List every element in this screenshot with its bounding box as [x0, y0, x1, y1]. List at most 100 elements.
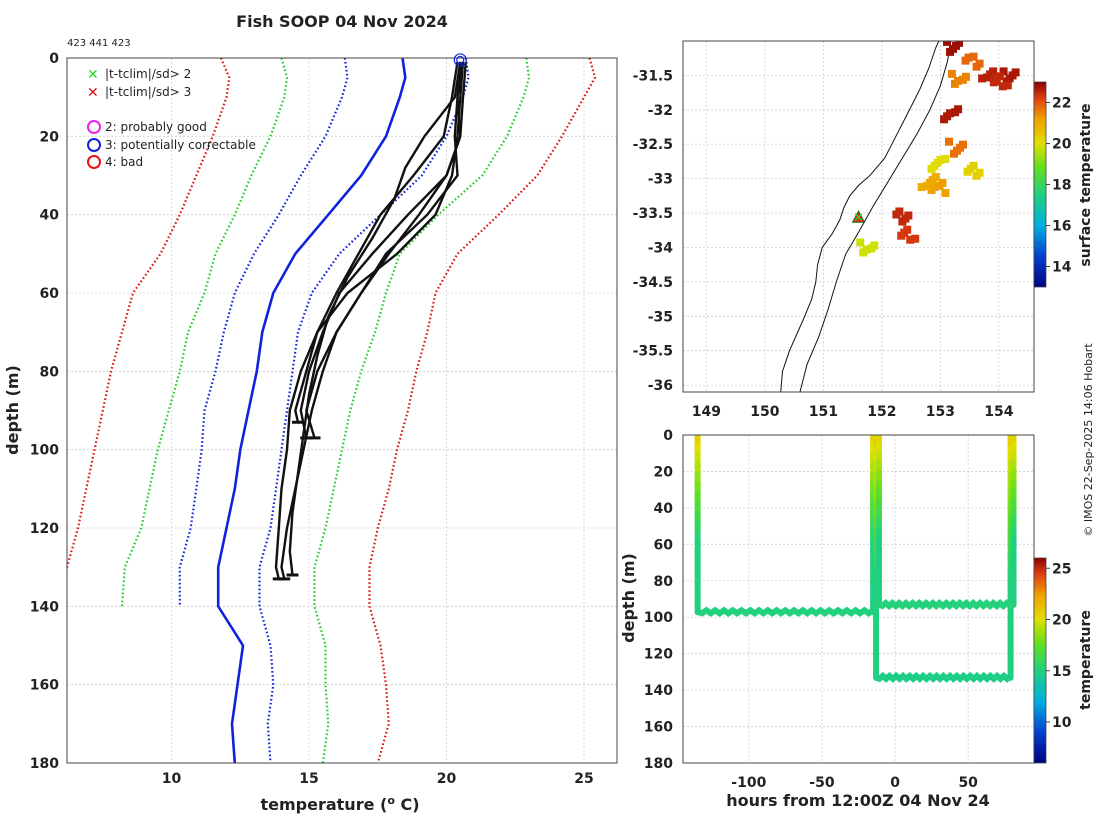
- sst-pixel-5-4: [998, 82, 1007, 91]
- chart-subtitle: 423 441 423: [67, 38, 131, 49]
- depth-time-y-tick-0: 0: [663, 428, 673, 444]
- depth-time-y-tick-100: 100: [644, 610, 673, 626]
- clim-3sd-low-line: [67, 58, 231, 576]
- legend-marker-potentially-correctable: [87, 138, 101, 152]
- qc-marker: [453, 53, 467, 67]
- sst-colorbar-label: surface temperature: [1078, 103, 1094, 266]
- sst-pixel-11-4: [945, 137, 954, 146]
- profile-3-line: [288, 61, 462, 576]
- legend-marker-probably-good: [87, 120, 101, 134]
- profile-legend: ✕ |t-tclim|/sd> 2 ✕ |t-tclim|/sd> 3 2: p…: [87, 67, 256, 169]
- depth-time-x-tick--100: -100: [731, 775, 766, 791]
- sst-pixel-12-2: [969, 161, 978, 170]
- sst-pixel-13-0: [941, 154, 950, 163]
- profile-x-axis-label: temperature (o C): [260, 794, 419, 814]
- map-lat-tick-9: -36: [648, 378, 673, 394]
- legend-label-3sd: |t-tclim|/sd> 3: [105, 85, 191, 99]
- legend-label-probably-good: 2: probably good: [105, 120, 207, 134]
- depth-time-y-tick-20: 20: [654, 464, 674, 480]
- profile-x-tick-15: 15: [299, 771, 318, 787]
- legend-marker-x-2sd: ✕: [87, 67, 99, 83]
- sst-pixel-9-0: [911, 234, 920, 243]
- profile-y-tick-100: 100: [30, 443, 59, 459]
- profile-y-tick-160: 160: [30, 678, 59, 694]
- map-layer: ✕: [780, 41, 1020, 392]
- profile-ticks: 10 15 20 25 0 20 40 60 80 100 120 140 160 180: [30, 51, 594, 787]
- sst-pixel-14-2: [856, 238, 865, 247]
- sst-pixel-7-4: [917, 183, 926, 192]
- sst-pixel-9-3: [903, 225, 912, 234]
- depth-time-y-tick-160: 160: [644, 720, 673, 736]
- map-lat-tick-8: -35.5: [633, 344, 673, 360]
- map-lat-tick-2: -32.5: [633, 137, 673, 153]
- map-lat-tick-1: -32: [648, 103, 673, 119]
- map-lon-tick-152: 152: [867, 404, 896, 420]
- sst-pixel-4-0: [999, 67, 1008, 76]
- sst-pixel-6-1: [938, 178, 947, 187]
- sst-colorbar-tick-22: 22: [1052, 96, 1071, 112]
- clim-2sd-low-line: [120, 58, 289, 607]
- profile-y-tick-140: 140: [30, 599, 59, 615]
- sst-pixel-8-1: [895, 207, 904, 216]
- clim-mean-line: [216, 58, 407, 763]
- sst-pixel-9-4: [906, 235, 915, 244]
- depth-time-x-axis-label: hours from 12:00Z 04 Nov 24: [726, 791, 989, 810]
- map-lon-tick-149: 149: [692, 404, 721, 420]
- depth-time-y-tick-80: 80: [654, 574, 674, 590]
- profile-2-line: [299, 61, 467, 439]
- sst-pixel-13-4: [936, 155, 945, 164]
- legend-label-bad: 4: bad: [105, 155, 143, 169]
- map-grid: [683, 41, 1034, 392]
- sst-colorbar-tick-16: 16: [1052, 219, 1071, 235]
- depth-time-x-tick--50: -50: [809, 775, 835, 791]
- profile-x-tick-25: 25: [574, 771, 593, 787]
- temperature-colorbar-tick-10: 10: [1052, 715, 1072, 731]
- sst-colorbar: [1033, 81, 1047, 288]
- sst-pixel-3-2: [989, 67, 998, 76]
- sst-pixel-1-1: [961, 72, 970, 81]
- profile-1-line: [294, 61, 465, 423]
- temperature-colorbar-label: temperature: [1078, 610, 1094, 710]
- climatology-lines: [67, 58, 597, 763]
- chart-title: Fish SOOP 04 Nov 2024: [236, 12, 448, 31]
- sst-pixel-0-0: [943, 41, 952, 46]
- depth-time-grid: [683, 434, 1034, 764]
- coastline-line: [780, 41, 940, 392]
- profile-y-tick-60: 60: [40, 286, 60, 302]
- sst-pixel-14-1: [870, 241, 879, 250]
- clim-1sd-low-line: [178, 58, 349, 607]
- temperature-colorbar-tick-15: 15: [1052, 664, 1071, 680]
- sst-pixel-1-2: [947, 69, 956, 78]
- profile-y-tick-80: 80: [40, 364, 60, 380]
- map-lon-tick-150: 150: [750, 404, 779, 420]
- depth-time-y-tick-120: 120: [644, 647, 673, 663]
- profile-y-tick-180: 180: [30, 756, 59, 772]
- depth-time-y-tick-140: 140: [644, 683, 673, 699]
- legend-label-potentially-correctable: 3: potentially correctable: [105, 138, 256, 152]
- depth-time-ticks: -100 -50 0 50 0 20 40 60 80 100 120 140 160 180: [644, 428, 978, 791]
- depth-time-y-axis-label: depth (m): [619, 553, 638, 643]
- tow-2-line: [874, 671, 1013, 683]
- profile-location-marker: [851, 210, 866, 223]
- depth-time-x-tick-50: 50: [958, 775, 978, 791]
- depth-time-y-tick-40: 40: [654, 501, 674, 517]
- sst-pixel-6-2: [941, 188, 950, 197]
- sst-colorbar-ticks: 14 16 18 20 22: [1046, 96, 1072, 276]
- temperature-profiles: [272, 61, 467, 581]
- profile-5-line: [305, 61, 462, 439]
- sst-pixel-7-3: [931, 173, 940, 182]
- profile-x-tick-20: 20: [437, 771, 457, 787]
- sst-pixel-3-4: [978, 74, 987, 83]
- legend-marker-x-3sd: ✕: [87, 85, 99, 101]
- depth-time-axes-frame: [682, 434, 1035, 764]
- temperature-colorbar: [1033, 557, 1047, 764]
- temperature-colorbar-tick-25: 25: [1052, 561, 1071, 577]
- map-lon-tick-151: 151: [809, 404, 838, 420]
- sst-pixel-4-4: [1011, 68, 1020, 77]
- profile-axes-frame: [66, 57, 618, 764]
- sst-colorbar-tick-20: 20: [1052, 137, 1072, 153]
- profile-location-x-marker: ✕: [853, 211, 864, 226]
- sst-pixel-5-0: [1003, 81, 1012, 90]
- map-lat-tick-7: -35: [648, 309, 673, 325]
- map-lat-tick-0: -31.5: [633, 68, 673, 84]
